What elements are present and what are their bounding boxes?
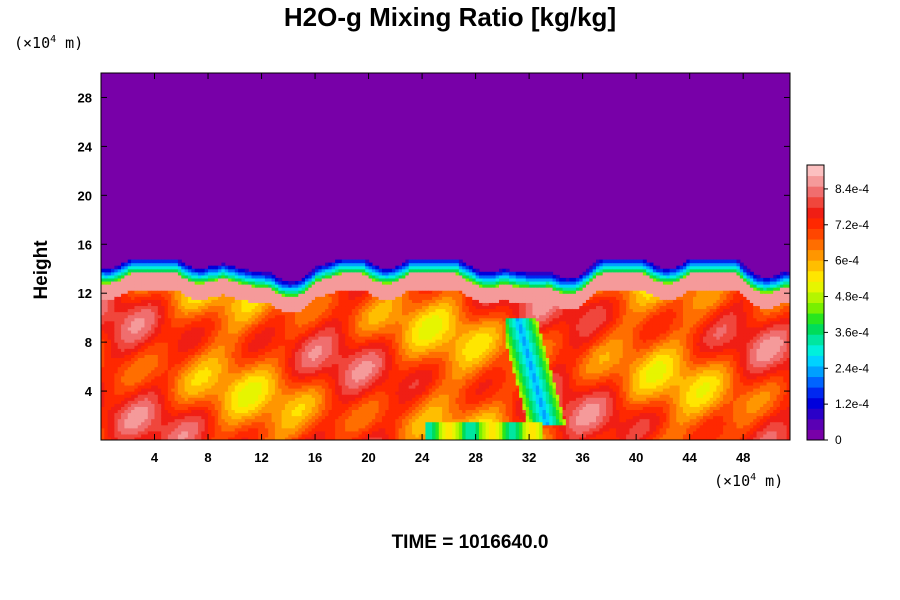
mixing-ratio-field — [101, 260, 791, 441]
